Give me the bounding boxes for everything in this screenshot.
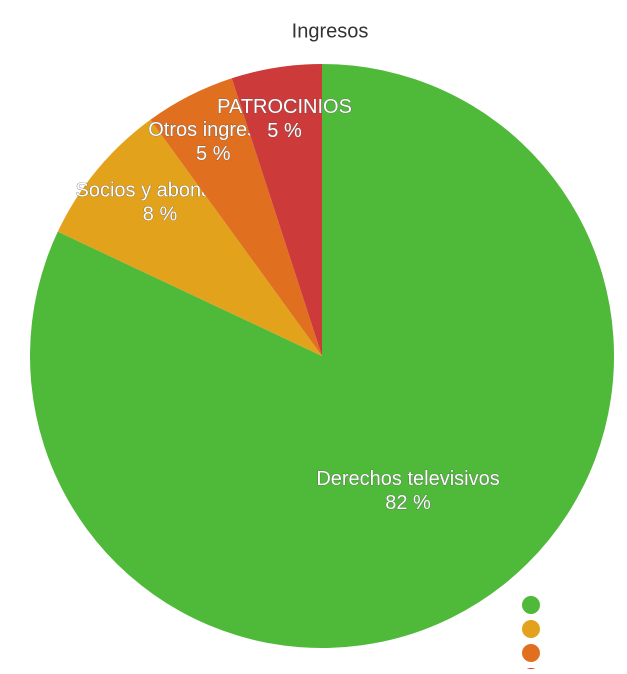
pie-slice — [150, 78, 322, 356]
slice-value-label: 8 % — [143, 204, 178, 226]
pie-slice — [231, 64, 322, 356]
slice-value-label: 82 % — [385, 492, 431, 514]
legend-swatch — [522, 644, 540, 662]
slice-label: Derechos televisivos — [316, 468, 499, 490]
legend-swatch — [522, 620, 540, 638]
pie-slice — [57, 119, 323, 357]
slice-value-label: 5 % — [267, 120, 302, 142]
slice-label: Otros ingresos — [148, 119, 278, 141]
slice-value-label: 5 % — [196, 143, 231, 165]
slice-label: PATROCINIOS — [217, 96, 352, 118]
legend-swatch — [522, 596, 540, 614]
chart-title: Ingresos — [292, 20, 369, 42]
pie-slice — [30, 64, 614, 648]
